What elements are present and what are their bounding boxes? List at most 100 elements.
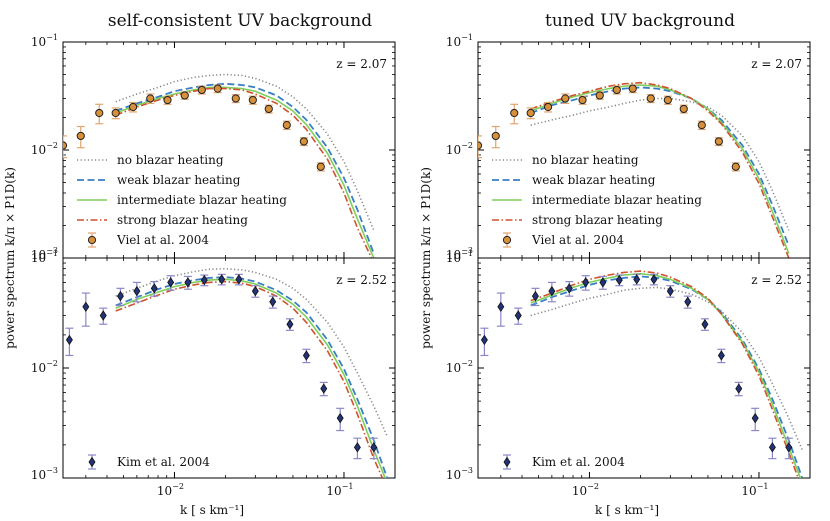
- y-tick-label: 10−3: [31, 466, 58, 482]
- data-point: [561, 94, 570, 103]
- data-point: [510, 108, 519, 118]
- series-none: [530, 97, 790, 231]
- y-tick-label: 10−1: [31, 249, 58, 265]
- data-point: [111, 108, 120, 118]
- axes-frame: [477, 257, 811, 479]
- data-point: [167, 277, 175, 288]
- data-point: [578, 95, 587, 105]
- data-point: [548, 285, 556, 297]
- title-tuned: tuned UV background: [545, 11, 735, 31]
- data-point: [269, 296, 277, 307]
- y-tick-label: 10−1: [446, 249, 473, 265]
- series-weak: [115, 276, 389, 478]
- series-none: [115, 73, 375, 231]
- data-point: [565, 283, 573, 294]
- data-point: [514, 310, 522, 321]
- data-point: [714, 137, 723, 146]
- data-point: [353, 442, 361, 453]
- data-point: [599, 277, 607, 288]
- data-point: [646, 94, 655, 103]
- x-tick-label: 10−2: [572, 482, 599, 498]
- redshift-annotation: z = 2.52: [751, 273, 802, 287]
- data-point: [697, 121, 706, 130]
- legend-label-kim: Kim et al. 2004: [532, 455, 625, 469]
- data-point: [133, 285, 141, 297]
- series-none: [115, 267, 388, 437]
- data-point: [146, 94, 155, 103]
- data-point: [531, 290, 539, 302]
- data-point: [666, 285, 674, 297]
- ylabel-left: power spectrum k/π × P1D(k): [3, 167, 17, 349]
- data-point: [768, 442, 776, 453]
- data-point: [218, 274, 226, 285]
- data-point: [76, 131, 85, 141]
- data-point: [316, 162, 325, 171]
- legend-label-none: no blazar heating: [117, 153, 224, 167]
- y-tick-label: 10−3: [446, 466, 473, 482]
- data-point: [128, 102, 138, 112]
- legend-label-inter: intermediate blazar heating: [532, 193, 702, 207]
- y-tick-label: 10−2: [446, 141, 473, 157]
- title-self-consistent: self-consistent UV background: [108, 11, 372, 31]
- legend-label-strong: strong blazar heating: [532, 213, 663, 227]
- data-point: [751, 412, 759, 424]
- xlabel-right: k [ s km⁻¹]: [595, 503, 659, 517]
- xlabel-left: k [ s km⁻¹]: [180, 503, 244, 517]
- data-point: [663, 95, 672, 105]
- ylabel-right: power spectrum k/π × P1D(k): [419, 167, 433, 349]
- data-point: [63, 141, 68, 150]
- data-point: [99, 310, 107, 321]
- data-point: [320, 383, 328, 394]
- data-point: [286, 319, 294, 330]
- series-inter: [530, 84, 790, 254]
- panel-tuned-z252: 10−2 10−1 10−3 10−2 10−1 z = 2.52 Kim et al. 2…: [446, 249, 811, 498]
- series-strong: [530, 81, 790, 258]
- x-tick-label: 10−2: [157, 482, 184, 498]
- data-point: [82, 301, 90, 313]
- data-point: [717, 350, 725, 361]
- data-points-viel: [478, 84, 740, 172]
- data-point: [615, 274, 623, 286]
- data-point: [497, 301, 505, 313]
- data-point: [235, 274, 243, 285]
- data-point: [200, 274, 208, 286]
- data-point: [543, 102, 553, 112]
- panel-self-z252: 10−2 10−1 10−3 10−2 10−1 z = 2.52 Kim et al. 2…: [31, 249, 396, 498]
- data-point: [679, 104, 688, 114]
- data-point: [264, 104, 273, 114]
- data-point: [785, 442, 793, 453]
- data-point: [251, 285, 259, 297]
- redshift-annotation: z = 2.07: [336, 57, 387, 71]
- legend-label-viel: Viel at al. 2004: [116, 233, 209, 247]
- x-tick-label: 10−1: [741, 482, 768, 498]
- data-point: [684, 296, 692, 307]
- data-point: [633, 274, 641, 285]
- data-point: [163, 95, 172, 105]
- axes-frame: [62, 257, 396, 479]
- series-strong: [115, 87, 373, 258]
- data-point: [491, 131, 500, 141]
- legend-label-none: no blazar heating: [532, 153, 639, 167]
- data-point: [116, 290, 124, 302]
- legend-label-weak: weak blazar heating: [117, 173, 241, 187]
- data-point: [65, 334, 73, 346]
- y-tick-label: 10−2: [446, 359, 473, 375]
- data-point: [282, 121, 291, 130]
- legend-marker-viel: [502, 235, 512, 245]
- data-point: [595, 91, 604, 100]
- data-points-kim: [480, 273, 793, 460]
- series-weak: [530, 275, 804, 478]
- data-point: [582, 277, 590, 288]
- data-point: [526, 108, 535, 118]
- data-point: [302, 350, 310, 361]
- data-point: [184, 277, 192, 288]
- x-tick-label: 10−1: [326, 482, 353, 498]
- legend-label-inter: intermediate blazar heating: [117, 193, 287, 207]
- legend-marker-kim: [503, 456, 511, 468]
- data-point: [628, 84, 637, 93]
- data-point: [731, 162, 740, 171]
- data-point: [150, 283, 158, 294]
- data-point: [650, 274, 658, 285]
